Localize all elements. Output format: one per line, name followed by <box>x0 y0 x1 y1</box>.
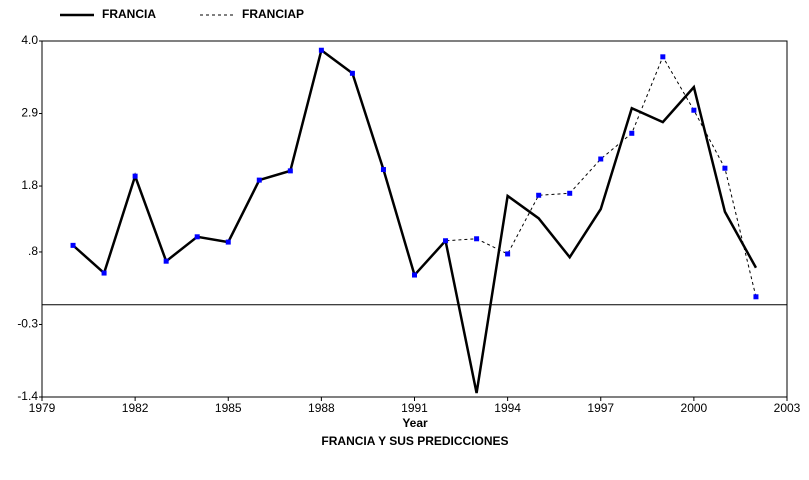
x-tick-label: 1997 <box>587 401 614 415</box>
point-marker <box>660 54 666 60</box>
point-marker <box>753 294 759 300</box>
x-tick-label: 1985 <box>215 401 242 415</box>
y-tick-label: .8 <box>28 244 38 258</box>
x-tick-label: 1988 <box>308 401 335 415</box>
point-marker <box>256 177 262 183</box>
point-marker <box>163 258 169 264</box>
y-tick-label: 4.0 <box>21 33 38 47</box>
legend-label: FRANCIA <box>102 7 156 21</box>
y-tick-label: 1.8 <box>21 178 38 192</box>
plot-frame <box>41 40 788 398</box>
x-tick-label: 2003 <box>774 401 801 415</box>
x-tick-label: 1994 <box>494 401 521 415</box>
point-marker <box>318 47 324 53</box>
y-tick-label: 2.9 <box>21 106 38 120</box>
point-marker <box>287 168 293 174</box>
series-line <box>72 49 757 297</box>
legend-label: FRANCIAP <box>242 7 304 21</box>
point-marker <box>132 173 138 179</box>
point-marker <box>443 238 449 244</box>
chart-title: FRANCIA Y SUS PREDICCIONES <box>321 434 508 448</box>
x-axis-label: Year <box>402 416 428 430</box>
point-marker <box>474 236 480 242</box>
series-line <box>72 48 758 394</box>
point-marker <box>412 272 417 278</box>
x-tick-label: 2000 <box>681 401 708 415</box>
point-marker <box>691 107 697 113</box>
point-marker <box>598 156 604 162</box>
point-marker <box>225 239 231 245</box>
point-marker <box>70 242 76 248</box>
point-marker <box>567 190 573 196</box>
x-tick-label: 1979 <box>29 401 56 415</box>
point-marker <box>349 70 355 76</box>
point-marker <box>722 165 728 171</box>
x-tick-label: 1991 <box>401 401 428 415</box>
y-tick-label: -1.4 <box>17 389 38 403</box>
point-marker <box>101 270 107 276</box>
y-tick-label: -0.3 <box>17 317 38 331</box>
point-marker <box>194 234 200 240</box>
point-marker <box>536 192 542 198</box>
point-marker <box>629 130 635 136</box>
point-marker <box>380 167 386 173</box>
point-marker <box>505 251 511 257</box>
x-tick-label: 1982 <box>122 401 149 415</box>
